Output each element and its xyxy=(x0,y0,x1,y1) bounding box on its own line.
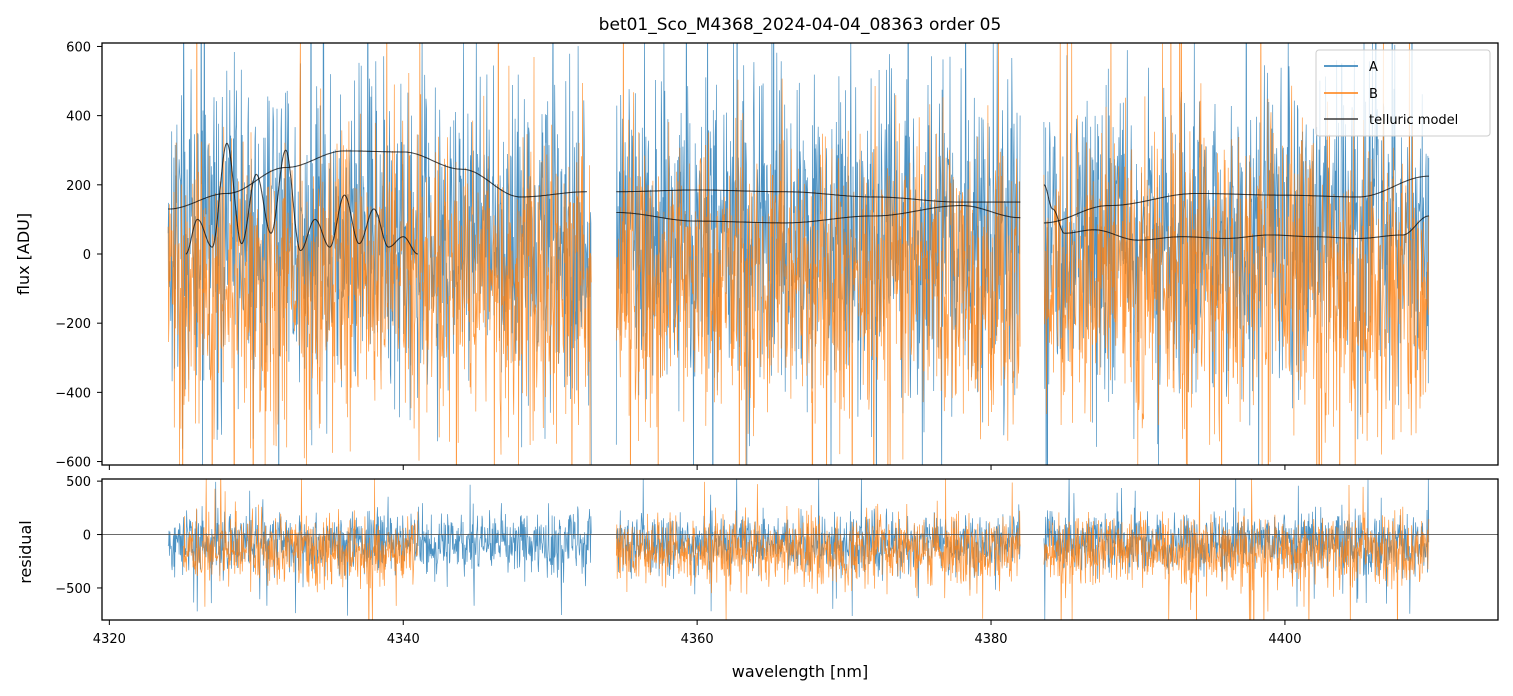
residual-panel: −500 0 500 4320 4340 4360 4380 4400 residual w… xyxy=(16,475,1499,681)
telluric-continuum-2 xyxy=(616,205,1021,224)
telluric-continuum-0 xyxy=(168,150,587,210)
flux-y-tick-label: 0 xyxy=(83,248,91,263)
legend-box xyxy=(1315,49,1491,137)
flux-y-tick-label: −400 xyxy=(55,386,91,401)
telluric-continuum-3 xyxy=(1043,175,1429,224)
flux-y-tick-label: 400 xyxy=(66,110,91,125)
residual-axes-frame xyxy=(101,478,1499,621)
residual-y-tick-label: 500 xyxy=(66,475,91,490)
legend-label-a: A xyxy=(1369,60,1378,75)
x-tick-label: 4320 xyxy=(93,632,126,647)
x-tick-label: 4380 xyxy=(974,632,1007,647)
residual-y-axis-label: residual xyxy=(16,520,35,583)
flux-y-tick-label: −600 xyxy=(55,456,91,471)
legend: A B telluric model xyxy=(1315,49,1491,137)
flux-panel: −600 −400 −200 0 200 400 600 flux [ADU] xyxy=(14,40,1499,471)
flux-y-tick-label: −200 xyxy=(55,317,91,332)
legend-label-telluric: telluric model xyxy=(1369,113,1458,128)
residual-series-b-line xyxy=(182,479,1430,620)
residual-y-tick-label: −500 xyxy=(55,582,91,597)
residual-x-ticks: 4320 4340 4360 4380 4400 xyxy=(93,620,1301,647)
x-tick-label: 4360 xyxy=(681,632,714,647)
x-tick-label: 4400 xyxy=(1268,632,1301,647)
residual-y-tick-label: 0 xyxy=(83,529,91,544)
residual-y-ticks: −500 0 500 xyxy=(55,475,102,597)
series-b-line xyxy=(167,43,1430,465)
chart-title: bet01_Sco_M4368_2024-04-04_08363 order 0… xyxy=(599,15,1002,35)
telluric-lines-1 xyxy=(1043,184,1429,241)
residual-plot-area xyxy=(102,479,1498,620)
legend-label-b: B xyxy=(1369,87,1378,102)
x-axis-label: wavelength [nm] xyxy=(732,662,869,681)
flux-y-ticks: −600 −400 −200 0 200 400 600 xyxy=(55,40,102,471)
x-tick-label: 4340 xyxy=(387,632,420,647)
flux-y-tick-label: 600 xyxy=(66,40,91,55)
flux-x-ticks xyxy=(108,465,1286,470)
flux-plot-area xyxy=(167,43,1430,465)
telluric-continuum-1 xyxy=(616,189,1021,203)
telluric-lines-0 xyxy=(185,142,418,255)
flux-y-tick-label: 200 xyxy=(66,179,91,194)
flux-y-axis-label: flux [ADU] xyxy=(14,213,33,295)
